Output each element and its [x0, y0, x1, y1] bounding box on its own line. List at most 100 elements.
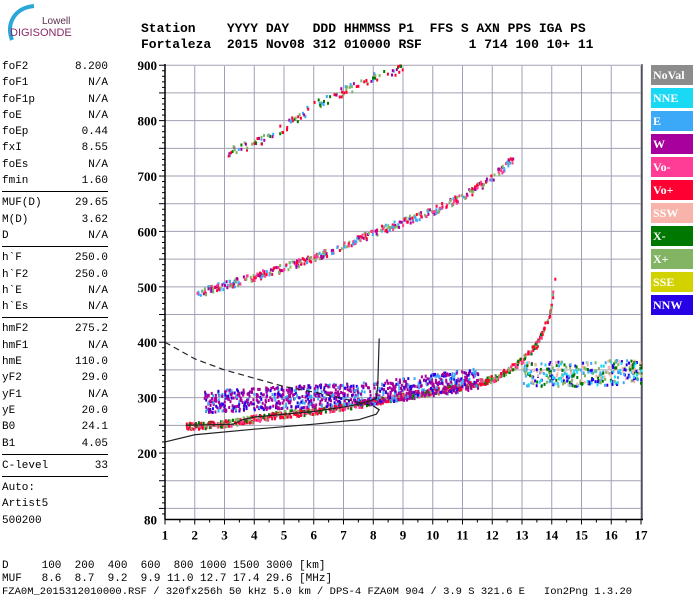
echo-point [467, 385, 470, 389]
echo-point [368, 386, 370, 390]
echo-point [199, 425, 202, 428]
echo-point [485, 180, 487, 184]
echo-point [232, 284, 235, 288]
echo-point [361, 405, 364, 409]
echo-point [464, 375, 467, 379]
echo-point [324, 410, 327, 414]
echo-point [569, 365, 572, 369]
echo-point [313, 392, 316, 396]
echo-point [292, 410, 295, 414]
echo-point [295, 265, 298, 269]
echo-point [356, 236, 359, 240]
echo-point [406, 388, 409, 392]
echo-point [318, 392, 321, 396]
echo-point [346, 402, 349, 406]
x-tick-label: 10 [426, 528, 439, 543]
param-row: hmF1 N/A [2, 338, 108, 354]
param-value: 3.62 [81, 213, 108, 226]
echo-point [201, 424, 204, 428]
echo-point [307, 404, 310, 408]
echo-point [285, 263, 288, 267]
echo-point [374, 382, 377, 386]
echo-point [325, 397, 328, 401]
echo-point [320, 257, 323, 260]
echo-point [573, 384, 576, 388]
echo-point [394, 223, 397, 227]
echo-point [231, 150, 234, 154]
echo-point [597, 367, 600, 371]
echo-point [337, 394, 340, 398]
echo-point [432, 210, 435, 214]
echo-point [360, 79, 363, 83]
echo-point [212, 287, 215, 291]
echo-point [581, 365, 584, 369]
echo-point [530, 352, 533, 356]
echo-point [307, 107, 310, 111]
echo-point [431, 209, 433, 213]
echo-point [275, 415, 277, 418]
echo-point [320, 409, 323, 413]
echo-point [624, 368, 627, 372]
echo-point [316, 388, 319, 392]
echo-point [448, 201, 451, 205]
echo-point [415, 218, 417, 222]
echo-point [272, 267, 275, 271]
echo-point [213, 399, 216, 403]
echo-point [358, 391, 361, 395]
echo-point [228, 421, 230, 425]
param-value: 24.1 [81, 421, 108, 434]
echo-point [341, 391, 344, 395]
echo-point [235, 405, 238, 409]
echo-point [369, 403, 372, 407]
echo-point [577, 367, 580, 371]
echo-point [469, 189, 471, 193]
echo-point [387, 400, 390, 404]
echo-point [549, 361, 552, 365]
echo-point [275, 412, 278, 416]
echo-point [378, 401, 381, 405]
echo-point [613, 368, 616, 372]
echo-point [535, 343, 538, 347]
echo-point [285, 402, 288, 406]
echo-point [204, 394, 207, 398]
echo-point [553, 376, 556, 380]
echo-point [220, 402, 223, 406]
param-row: hmF2 275.2 [2, 321, 108, 337]
echo-point [315, 403, 318, 407]
echo-point [231, 404, 234, 408]
echo-point [311, 405, 314, 409]
echo-point [233, 285, 236, 289]
echo-point [567, 383, 570, 387]
echo-point [451, 372, 454, 376]
echo-point [523, 361, 526, 365]
echo-point [601, 375, 604, 379]
echo-point [368, 398, 370, 402]
param-name: yF2 [2, 372, 22, 385]
echo-point [235, 395, 238, 399]
echo-point [239, 396, 242, 400]
echo-point [338, 95, 341, 99]
echo-point [337, 390, 340, 394]
echo-point [271, 411, 274, 415]
echo-point [586, 368, 589, 371]
echo-point [312, 398, 315, 402]
echo-point [404, 380, 407, 383]
echo-point [321, 101, 324, 105]
echo-point [190, 422, 193, 426]
legend-item-x-: X- [651, 226, 693, 246]
echo-point [398, 378, 401, 382]
echo-point [413, 377, 416, 381]
echo-point [288, 387, 291, 391]
echo-point [405, 216, 408, 220]
echo-point [445, 205, 448, 209]
echo-point [374, 74, 377, 77]
echo-point [334, 383, 337, 387]
echo-point [429, 377, 432, 381]
echo-point [212, 401, 215, 405]
echo-point [263, 417, 266, 421]
echo-point [443, 391, 446, 395]
echo-point [586, 379, 589, 383]
echo-point [335, 402, 338, 406]
echo-point [355, 85, 358, 88]
logo-line2: DIGISONDE [10, 27, 72, 39]
